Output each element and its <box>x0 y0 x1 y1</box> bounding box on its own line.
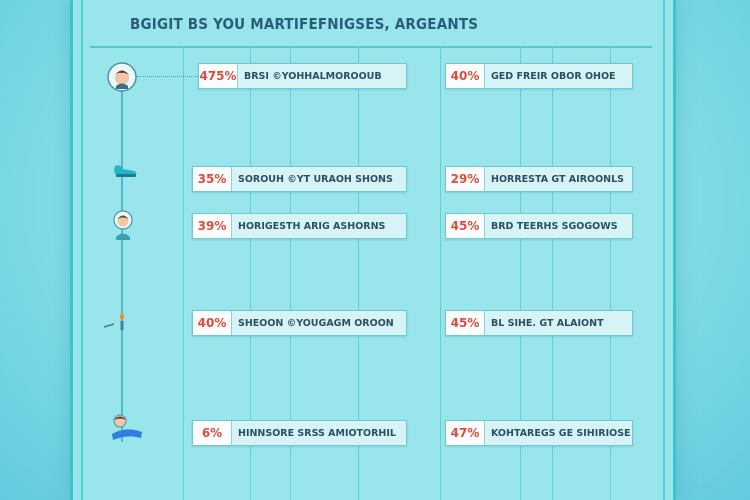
sleeping-person-icon <box>110 412 144 442</box>
stat-card-left-5: 6% HINNSORE SRSS AMIOTORHIL <box>192 420 407 446</box>
timeline <box>121 82 123 442</box>
grid-line <box>290 46 291 500</box>
stat-card-left-2: 35% SOROUH ©YT URAOH SHONS <box>192 166 407 192</box>
stat-label: BRSI ©YOHHALMOROOUB <box>244 70 382 82</box>
stat-percent: 35% <box>193 167 232 191</box>
stat-percent: 6% <box>193 421 232 445</box>
stat-label: BL SIHE. GT ALAIONT <box>491 317 604 329</box>
grid-line <box>358 46 359 500</box>
stat-card-left-3: 39% HORIGESTH ARIG ASHORNS <box>192 213 407 239</box>
stat-percent: 47% <box>446 421 485 445</box>
stat-card-left-4: 40% SHEOON ©YOUGAGM OROON <box>192 310 407 336</box>
stat-card-left-1: 475% BRSI ©YOHHALMOROOUB <box>198 63 407 89</box>
timeline-connector <box>136 76 198 78</box>
shoe-icon <box>112 163 138 179</box>
grid-line <box>552 46 553 500</box>
stat-label: KOHTAREGS GE SIHIRIOSE <box>491 427 631 439</box>
stat-percent: 475% <box>199 64 238 88</box>
grid-line <box>440 46 441 500</box>
stat-percent: 40% <box>193 311 232 335</box>
stat-label: BRD TEERHS SGOGOWS <box>491 220 618 232</box>
stat-label: GED FREIR OBOR OHOE <box>491 70 616 82</box>
stat-label: HINNSORE SRSS AMIOTORHIL <box>238 427 396 439</box>
stat-percent: 45% <box>446 214 485 238</box>
grid-line <box>183 46 184 500</box>
grid-line <box>610 46 611 500</box>
candle-icon <box>102 310 132 334</box>
stat-percent: 39% <box>193 214 232 238</box>
stat-percent: 45% <box>446 311 485 335</box>
stat-label: HORRESTA GT AIROONLS <box>491 173 625 185</box>
child-avatar-icon <box>110 209 136 241</box>
stat-label: HORIGESTH ARIG ASHORNS <box>238 220 386 232</box>
stat-card-right-1: 40% GED FREIR OBOR OHOE <box>445 63 633 89</box>
grid-line <box>520 46 521 500</box>
stat-card-right-2: 29% HORRESTA GT AIROONLS <box>445 166 633 192</box>
stat-label: SHEOON ©YOUGAGM OROON <box>238 317 394 329</box>
stat-percent: 29% <box>446 167 485 191</box>
stat-label: SOROUH ©YT URAOH SHONS <box>238 173 393 185</box>
stat-percent: 40% <box>446 64 485 88</box>
stat-card-right-3: 45% BRD TEERHS SGOGOWS <box>445 213 633 239</box>
grid-line <box>250 46 251 500</box>
stat-card-right-5: 47% KOHTAREGS GE SIHIRIOSE <box>445 420 633 446</box>
stat-card-right-4: 45% BL SIHE. GT ALAIONT <box>445 310 633 336</box>
boy-avatar-icon <box>107 62 137 92</box>
header-band <box>90 0 652 48</box>
page-title: BGIGIT BS YOU MARTIFEFNIGSES, ARGEANTS <box>130 15 479 33</box>
